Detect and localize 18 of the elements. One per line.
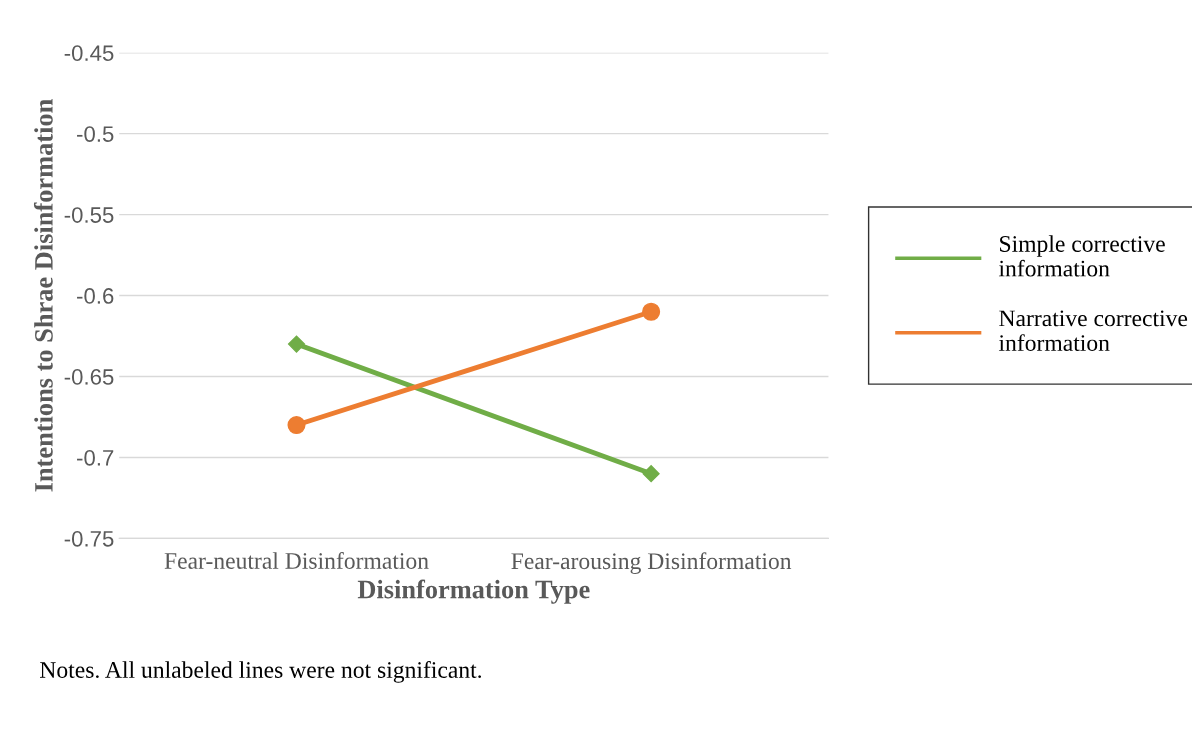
y-tick-label: -0.6 (77, 288, 114, 304)
x-axis-title: Disinformation Type (357, 579, 590, 604)
y-tick-label: -0.7 (77, 449, 114, 466)
legend-label: Simple corrective information (998, 235, 1165, 277)
y-tick-label: -0.5 (77, 126, 114, 142)
point (287, 335, 306, 353)
text: Notes. All unlabeled lines were not significant. (40, 661, 482, 683)
x-tick-label: Fear-neutral Disinformation (164, 552, 429, 569)
y-axis-title: Intentions to Shrae Disinformation (33, 99, 53, 492)
y-tick-label: -0.45 (64, 45, 114, 61)
y-tick-label: -0.65 (64, 369, 114, 385)
point (642, 465, 660, 483)
x-tick-label: Fear-arousing Disinformation (511, 552, 792, 574)
legend-label: Narrative corrective information (998, 310, 1188, 352)
point (287, 416, 306, 435)
y-tick-label: -0.75 (64, 530, 114, 547)
point (642, 302, 661, 321)
y-tick-label: -0.55 (64, 207, 114, 223)
